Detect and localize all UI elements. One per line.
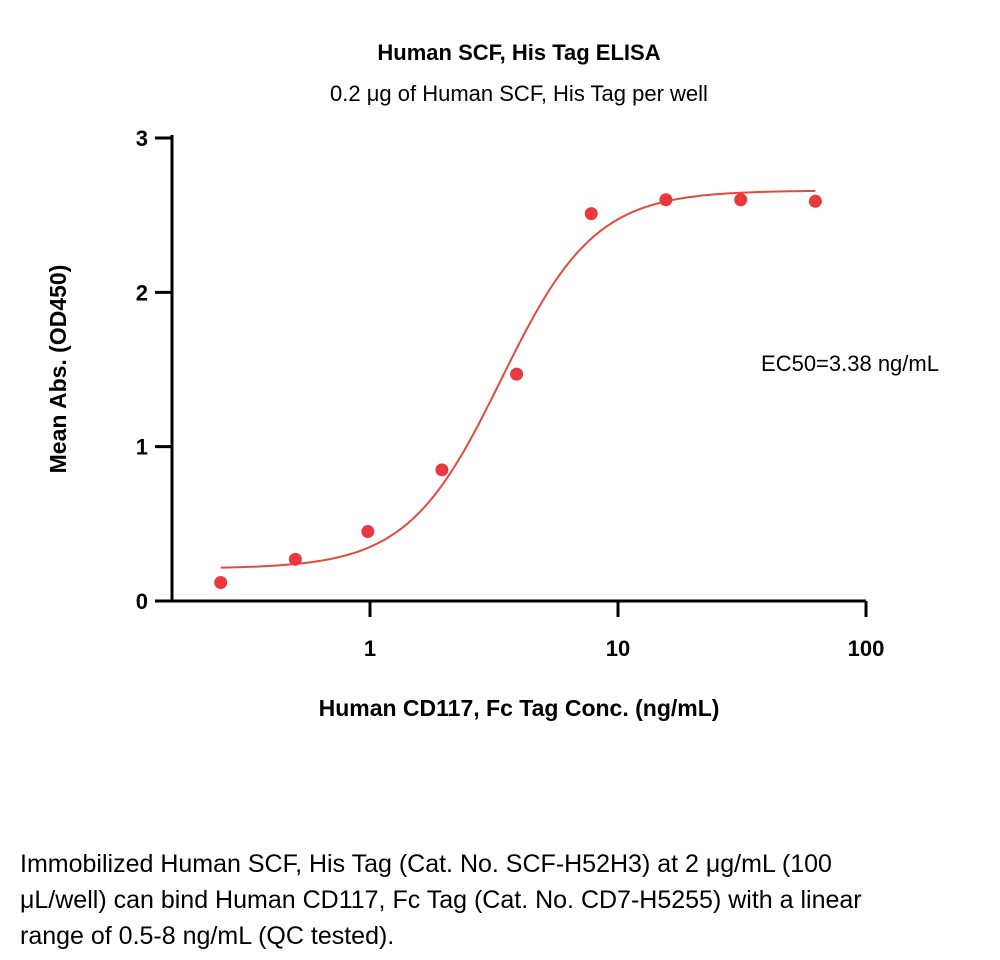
x-tick-label: 100 (848, 636, 885, 661)
y-tick-label: 3 (136, 126, 148, 151)
data-point (808, 194, 822, 208)
data-point (584, 207, 598, 221)
chart-subtitle: 0.2 μg of Human SCF, His Tag per well (330, 81, 708, 106)
x-tick-label: 1 (364, 636, 376, 661)
y-axis-label: Mean Abs. (OD450) (45, 265, 71, 474)
ec50-annotation: EC50=3.38 ng/mL (761, 351, 939, 376)
y-tick-label: 2 (136, 280, 148, 305)
y-tick-label: 0 (136, 589, 148, 614)
figure-caption: Immobilized Human SCF, His Tag (Cat. No.… (20, 850, 862, 950)
data-point (659, 193, 673, 207)
x-axis-label: Human CD117, Fc Tag Conc. (ng/mL) (319, 695, 720, 721)
data-point (734, 193, 748, 207)
x-ticks: 1 10 100 (364, 601, 884, 661)
x-tick-label: 10 (606, 636, 630, 661)
data-point (214, 575, 228, 589)
data-points (214, 193, 822, 589)
y-ticks: 0 1 2 3 (136, 126, 172, 614)
data-point (361, 525, 375, 539)
chart-title: Human SCF, His Tag ELISA (377, 40, 660, 65)
data-point (435, 463, 449, 477)
fit-curve (220, 189, 816, 569)
data-point (288, 552, 302, 566)
data-point (510, 367, 524, 381)
y-tick-label: 1 (136, 435, 148, 460)
elisa-chart: Human SCF, His Tag ELISA 0.2 μg of Human… (45, 40, 939, 721)
